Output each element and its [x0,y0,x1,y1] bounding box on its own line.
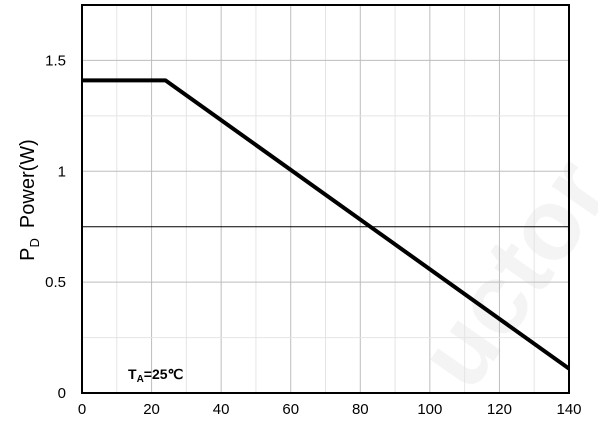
x-tick-label: 120 [487,401,512,418]
x-tick-label: 100 [417,401,442,418]
x-tick-labels: 0 20 40 60 80 100 120 140 [78,401,582,418]
y-axis-label-rest: Power(W) [17,139,39,228]
annotation-sub: A [137,374,144,385]
series-line [82,78,571,371]
y-axis-label: PD Power(W) [17,139,42,261]
y-axis-label-main: P [17,247,39,260]
x-tick-label: 20 [143,401,160,418]
x-tick-label: 0 [78,401,86,418]
x-tick-label: 40 [213,401,230,418]
y-tick-label: 0 [58,385,66,402]
y-axis-label-sub: D [27,238,42,247]
y-tick-labels: 0 0.5 1 1.5 [45,52,66,402]
x-tick-label: 140 [556,401,581,418]
annotation-main: T [128,366,137,382]
x-tick-label: 60 [282,401,299,418]
series-layer [82,78,571,371]
grid [82,5,569,393]
plot-frame [81,4,570,394]
annotation-ta: TA=25℃ [128,366,184,385]
x-tick-label: 80 [352,401,369,418]
y-tick-label: 0.5 [45,274,66,291]
y-tick-label: 1 [58,163,66,180]
annotation-rest: =25℃ [144,366,184,382]
y-tick-label: 1.5 [45,52,66,69]
